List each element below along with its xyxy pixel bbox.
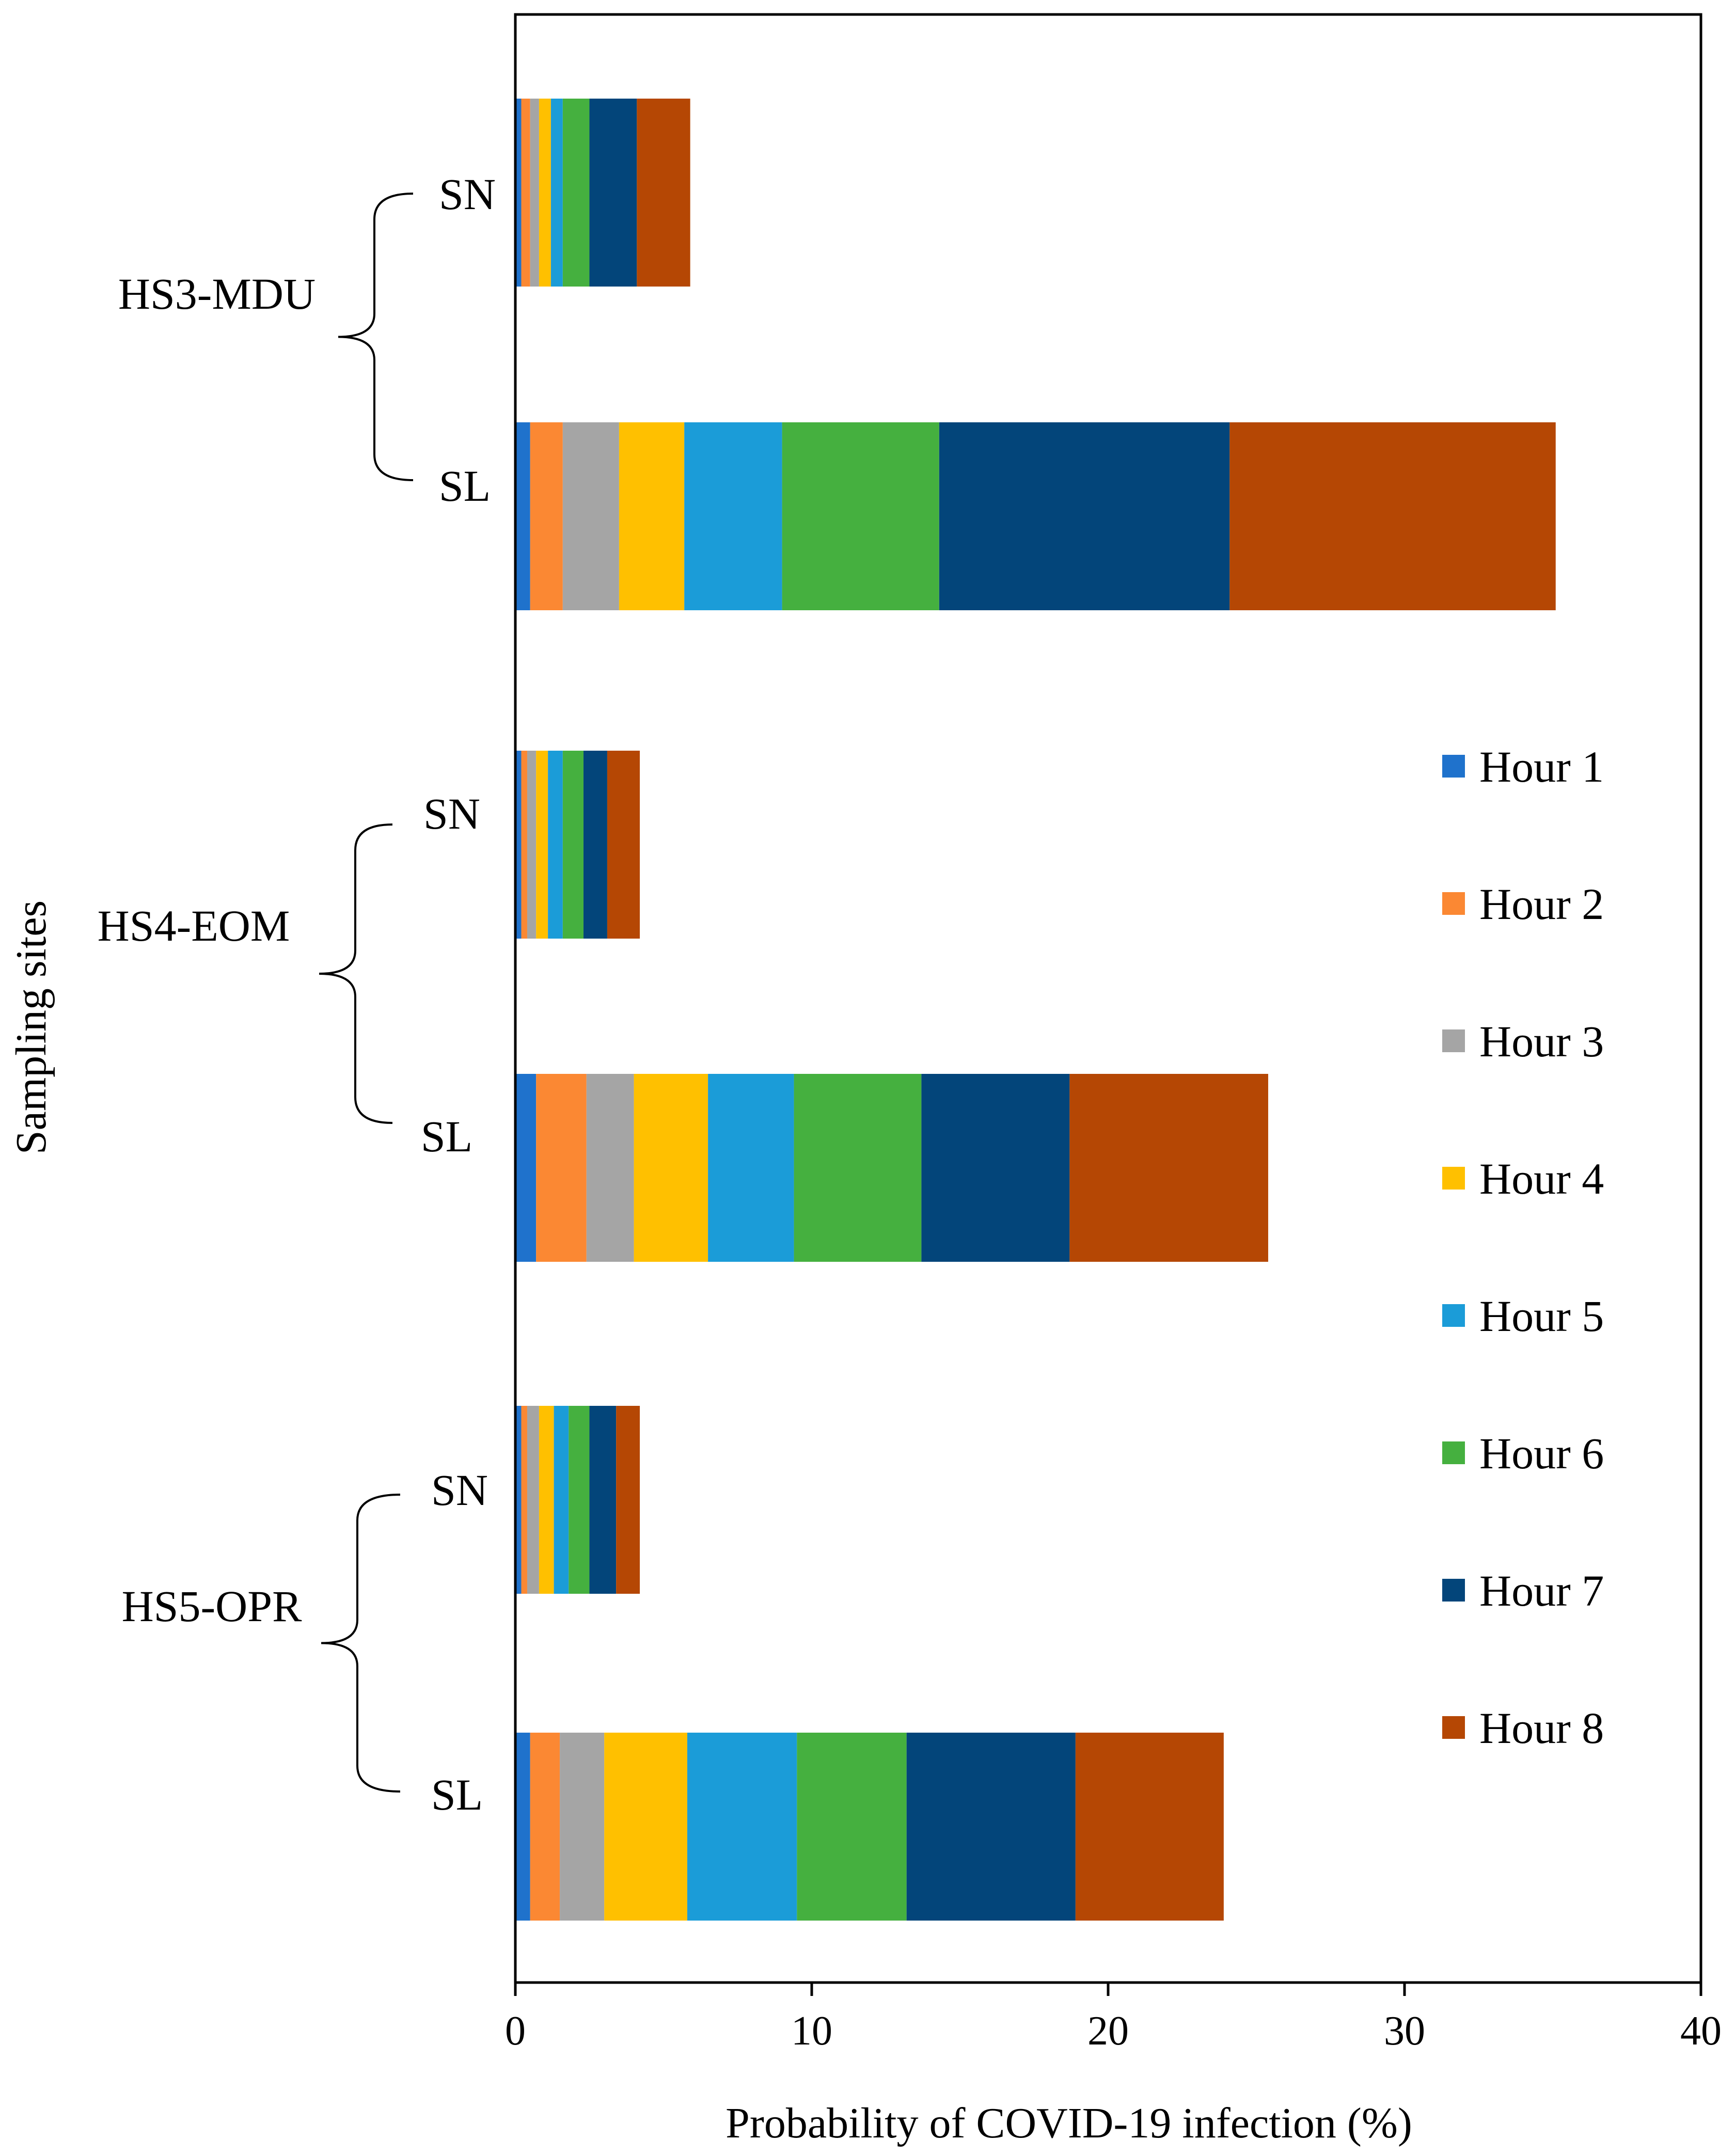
group-brace-hs3-mdu <box>338 193 414 481</box>
bar-segment-hs4-eom-sl-hour-2 <box>536 1074 587 1262</box>
bar-segment-hs3-mdu-sl-hour-2 <box>530 422 563 610</box>
legend-label-hour-7: Hour 7 <box>1479 1566 1604 1615</box>
legend-swatch-hour-1 <box>1442 755 1465 778</box>
category-label-hs4-eom-sn: SN <box>423 789 480 838</box>
bar-segment-hs5-opr-sn-hour-4 <box>539 1406 554 1594</box>
bar-segment-hs4-eom-sl-hour-3 <box>586 1074 634 1262</box>
bar-segment-hs3-mdu-sn-hour-3 <box>530 99 539 287</box>
legend-label-hour-3: Hour 3 <box>1479 1017 1604 1066</box>
category-label-hs5-opr-sn: SN <box>431 1465 488 1515</box>
bar-segment-hs3-mdu-sl-hour-6 <box>782 422 939 610</box>
legend-swatch-hour-8 <box>1442 1716 1465 1739</box>
legend-swatch-hour-4 <box>1442 1167 1465 1190</box>
legend-label-hour-1: Hour 1 <box>1479 742 1604 791</box>
bars-layer <box>515 99 1556 1921</box>
bar-segment-hs5-opr-sl-hour-8 <box>1075 1733 1224 1921</box>
axes-layer: 0 10 20 30 40 <box>505 13 1722 2054</box>
bar-segment-hs4-eom-sl-hour-8 <box>1069 1074 1268 1262</box>
bar-segment-hs5-opr-sl-hour-5 <box>687 1733 797 1921</box>
legend-swatch-hour-5 <box>1442 1304 1465 1327</box>
bar-segment-hs5-opr-sn-hour-6 <box>569 1406 590 1594</box>
bar-segment-hs4-eom-sl-hour-4 <box>634 1074 708 1262</box>
bar-segment-hs4-eom-sl-hour-5 <box>708 1074 794 1262</box>
bar-segment-hs5-opr-sn-hour-2 <box>521 1406 527 1594</box>
group-label-hs3-mdu: HS3-MDU <box>118 269 316 319</box>
legend-label-hour-4: Hour 4 <box>1479 1154 1604 1203</box>
legend-swatch-hour-6 <box>1442 1441 1465 1464</box>
x-tick-label-30: 30 <box>1384 2008 1425 2054</box>
bar-segment-hs4-eom-sn-hour-8 <box>607 751 640 939</box>
x-tick-label-20: 20 <box>1087 2008 1129 2054</box>
bar-segment-hs4-eom-sn-hour-6 <box>562 751 584 939</box>
plot-frame <box>514 13 1702 1984</box>
category-label-hs5-opr-sl: SL <box>431 1770 483 1819</box>
x-axis-title: Probability of COVID-19 infection (%) <box>725 2099 1412 2147</box>
bar-segment-hs4-eom-sn-hour-3 <box>527 751 537 939</box>
bar-segment-hs4-eom-sn-hour-2 <box>521 751 527 939</box>
bar-segment-hs5-opr-sn-hour-7 <box>589 1406 617 1594</box>
legend: Hour 1 Hour 2 Hour 3 Hour 4 Hour 5 Hour 6 Hour… <box>1442 742 1604 1753</box>
bar-segment-hs4-eom-sn-hour-5 <box>548 751 563 939</box>
bar-segment-hs5-opr-sl-hour-6 <box>797 1733 907 1921</box>
category-label-hs3-mdu-sl: SL <box>439 461 491 511</box>
bar-segment-hs5-opr-sl-hour-1 <box>515 1733 530 1921</box>
bar-segment-hs5-opr-sl-hour-4 <box>604 1733 687 1921</box>
group-label-hs5-opr: HS5-OPR <box>122 1581 303 1631</box>
category-label-hs3-mdu-sn: SN <box>439 169 496 219</box>
bar-segment-hs4-eom-sn-hour-7 <box>583 751 607 939</box>
bar-segment-hs5-opr-sl-hour-7 <box>906 1733 1076 1921</box>
bar-segment-hs5-opr-sl-hour-3 <box>560 1733 605 1921</box>
bar-segment-hs3-mdu-sn-hour-5 <box>550 99 563 287</box>
legend-label-hour-2: Hour 2 <box>1479 879 1604 929</box>
bar-segment-hs3-mdu-sl-hour-7 <box>939 422 1230 610</box>
bar-segment-hs3-mdu-sn-hour-6 <box>562 99 590 287</box>
legend-label-hour-8: Hour 8 <box>1479 1703 1604 1753</box>
bar-segment-hs3-mdu-sl-hour-3 <box>562 422 619 610</box>
bar-segment-hs3-mdu-sl-hour-1 <box>515 422 530 610</box>
bar-segment-hs4-eom-sn-hour-1 <box>515 751 522 939</box>
group-label-hs4-eom: HS4-EOM <box>98 901 290 950</box>
x-tick-label-10: 10 <box>791 2008 832 2054</box>
x-tick-label-0: 0 <box>505 2008 526 2054</box>
bar-segment-hs3-mdu-sl-hour-8 <box>1229 422 1556 610</box>
labels-layer: SN SL HS3-MDU SN SL HS4-EOM SN SL HS5-OPR <box>98 169 496 1819</box>
group-brace-hs4-eom <box>319 823 393 1124</box>
bar-segment-hs3-mdu-sn-hour-1 <box>515 99 522 287</box>
bar-segment-hs4-eom-sl-hour-7 <box>921 1074 1070 1262</box>
bar-segment-hs4-eom-sl-hour-1 <box>515 1074 537 1262</box>
bar-segment-hs5-opr-sn-hour-5 <box>554 1406 569 1594</box>
bar-segment-hs4-eom-sn-hour-4 <box>536 751 548 939</box>
bar-segment-hs3-mdu-sn-hour-7 <box>589 99 637 287</box>
category-label-hs4-eom-sl: SL <box>421 1112 472 1161</box>
legend-swatch-hour-3 <box>1442 1029 1465 1052</box>
legend-label-hour-5: Hour 5 <box>1479 1291 1604 1341</box>
y-axis-title: Sampling sites <box>7 900 55 1154</box>
group-brace-hs5-opr <box>321 1494 401 1793</box>
bar-segment-hs5-opr-sn-hour-1 <box>515 1406 522 1594</box>
legend-swatch-hour-7 <box>1442 1579 1465 1602</box>
bar-segment-hs3-mdu-sn-hour-4 <box>539 99 551 287</box>
bar-segment-hs4-eom-sl-hour-6 <box>794 1074 922 1262</box>
bar-segment-hs5-opr-sn-hour-3 <box>527 1406 539 1594</box>
legend-label-hour-6: Hour 6 <box>1479 1429 1604 1478</box>
bar-segment-hs3-mdu-sn-hour-2 <box>521 99 530 287</box>
bar-segment-hs5-opr-sl-hour-2 <box>530 1733 560 1921</box>
bar-segment-hs3-mdu-sl-hour-5 <box>684 422 782 610</box>
bar-segment-hs3-mdu-sn-hour-8 <box>637 99 690 287</box>
bar-segment-hs3-mdu-sl-hour-4 <box>619 422 685 610</box>
bar-segment-hs5-opr-sn-hour-8 <box>616 1406 640 1594</box>
legend-swatch-hour-2 <box>1442 892 1465 915</box>
x-tick-label-40: 40 <box>1680 2008 1722 2054</box>
